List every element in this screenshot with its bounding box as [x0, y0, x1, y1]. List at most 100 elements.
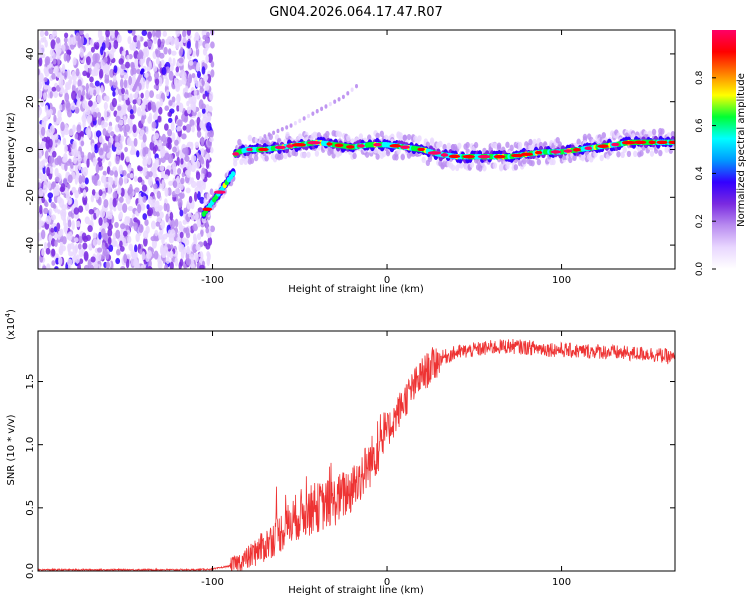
noise-cell: [150, 235, 156, 242]
noise-cell: [192, 155, 197, 162]
noise-cell: [85, 105, 91, 116]
ridge-halo-cell: [396, 148, 401, 155]
noise-cell: [171, 132, 176, 142]
noise-cell: [167, 128, 173, 137]
noise-cell: [89, 219, 94, 227]
snr-scale-label: (x104): [4, 309, 17, 340]
ridge-halo-cell: [314, 150, 320, 157]
snr-ylabel: SNR (10 * v/v): [6, 414, 17, 485]
noise-cell: [147, 40, 153, 48]
branch-cell: [276, 128, 280, 134]
noise-cell: [121, 169, 127, 176]
noise-cell: [206, 192, 211, 201]
noise-cell: [74, 133, 79, 140]
noise-cell: [47, 192, 54, 199]
noise-cell: [196, 116, 201, 126]
ridge-halo-cell: [509, 144, 514, 152]
noise-cell: [193, 89, 197, 97]
noise-cell: [207, 53, 213, 64]
noise-cell: [178, 102, 184, 113]
noise-cell: [205, 54, 210, 64]
noise-cell: [199, 196, 205, 204]
noise-cell: [61, 208, 67, 218]
colorbar-tick-label: 0.8: [695, 70, 705, 85]
noise-cell: [77, 89, 82, 99]
noise-cell: [67, 174, 73, 184]
noise-cell: [172, 146, 177, 153]
noise-cell: [100, 174, 107, 184]
noise-cell: [183, 264, 187, 269]
noise-cell: [82, 70, 88, 77]
ridge-peak-cell: [572, 147, 581, 152]
colorbar-tick-label: 0.0: [695, 262, 705, 277]
noise-cell: [38, 187, 44, 197]
ridge-peak-cell: [246, 147, 253, 152]
ridge-peak-cell: [346, 145, 355, 149]
noise-cell: [58, 104, 63, 111]
noise-cell: [88, 208, 95, 215]
noise-cell: [103, 56, 108, 63]
noise-cell: [57, 48, 61, 56]
noise-cell: [195, 254, 199, 263]
noise-cell: [48, 66, 54, 75]
noise-cell: [55, 37, 61, 44]
noise-cell: [143, 41, 149, 48]
noise-cell: [164, 105, 170, 111]
noise-cell: [179, 209, 184, 217]
noise-cell: [175, 71, 180, 77]
noise-cell: [80, 183, 86, 189]
ridge-halo-cell: [279, 153, 284, 160]
noise-cell: [192, 104, 197, 113]
noise-cell: [191, 125, 195, 133]
noise-cell: [81, 232, 87, 241]
noise-cell: [95, 85, 100, 95]
noise-cell: [204, 81, 210, 91]
noise-cell: [38, 220, 42, 230]
noise-cell: [114, 135, 119, 143]
noise-cell: [158, 231, 163, 240]
noise-cell: [137, 204, 142, 214]
noise-cell: [98, 217, 103, 226]
noise-cell: [125, 61, 131, 69]
noise-cell: [178, 57, 184, 64]
noise-cell: [70, 161, 74, 169]
noise-cell: [182, 30, 187, 38]
ridge-peak-cell: [563, 149, 573, 153]
noise-cell: [86, 72, 91, 79]
noise-cell: [141, 251, 146, 261]
noise-cell: [72, 156, 78, 164]
colorbar-label: Normalized spectral amplitude: [736, 73, 747, 227]
noise-cell: [129, 114, 135, 120]
noise-cell: [135, 128, 140, 134]
noise-cell: [72, 57, 77, 66]
noise-cell: [99, 36, 104, 42]
noise-cell: [139, 248, 143, 255]
noise-cell: [139, 129, 145, 136]
noise-cell: [176, 105, 180, 112]
noise-cell: [116, 187, 122, 195]
noise-cell: [137, 166, 143, 172]
branch-cell: [337, 97, 341, 102]
noise-cell: [134, 58, 139, 68]
branch-cell: [293, 121, 297, 126]
noise-cell: [96, 94, 102, 104]
noise-cell: [107, 184, 112, 194]
noise-cell: [63, 37, 68, 43]
noise-cell: [209, 225, 216, 233]
ridge-halo-cell: [302, 152, 307, 159]
noise-cell: [186, 245, 190, 255]
noise-cell: [118, 176, 124, 186]
noise-cell: [133, 35, 138, 43]
noise-cell: [64, 92, 70, 103]
spectrogram-ytick-label: 40: [25, 48, 36, 61]
noise-cell: [142, 157, 148, 167]
ridge-halo-cell: [505, 141, 510, 149]
noise-cell: [78, 205, 84, 213]
ridge-peak-cell: [597, 144, 609, 149]
noise-cell: [113, 206, 117, 212]
noise-cell: [154, 144, 158, 152]
noise-cell: [115, 229, 121, 239]
ridge-halo-cell: [346, 135, 351, 142]
noise-cell: [165, 38, 170, 46]
noise-cell: [97, 247, 103, 253]
